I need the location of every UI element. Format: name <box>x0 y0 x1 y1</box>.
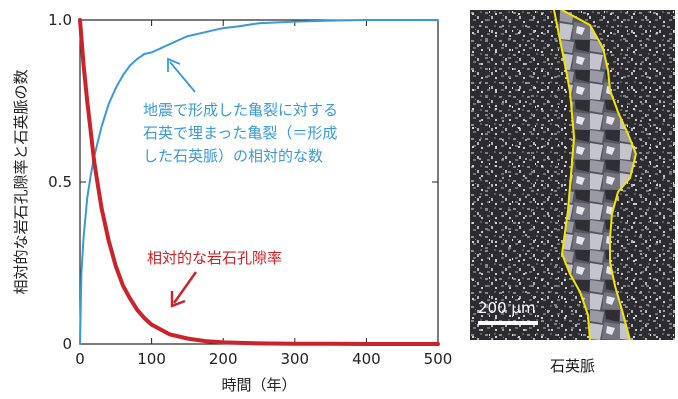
scale-bar-label: 200 µm <box>478 299 536 317</box>
photo-caption: 石英脈 <box>549 357 595 375</box>
x-axis-label: 時間（年） <box>221 376 296 394</box>
micrograph-image: 200 µm <box>470 10 675 340</box>
x-tick-label: 200 <box>209 350 238 368</box>
quartz-vein-fraction-line <box>79 19 439 345</box>
quartz-vein-micrograph: 200 µm <box>470 10 675 340</box>
x-tick-label: 300 <box>280 350 309 368</box>
y-axis-label: 相対的な岩石孔隙率と石英脈の数 <box>12 69 30 294</box>
relative-porosity-line <box>78 18 440 346</box>
blue-annotation-line: 地震で形成した亀裂に対する <box>143 101 338 119</box>
vein-outline-left <box>553 10 591 340</box>
scale-bar <box>478 321 538 325</box>
blue-annotation-line: 石英で埋まった亀裂（＝形成 <box>143 124 337 142</box>
y-tick-label: 0 <box>62 335 72 353</box>
x-tick-label: 0 <box>75 350 85 368</box>
red-arrow-head <box>170 291 186 308</box>
red-annotation-arrow <box>173 271 197 304</box>
plot-frame <box>79 19 439 345</box>
x-tick-label: 400 <box>352 350 381 368</box>
red-annotation: 相対的な岩石孔隙率 <box>147 249 282 267</box>
vein-fill <box>554 10 636 340</box>
chart: 0 100 200 300 400 500 0 0.5 1.0 時間（年） 相対的な岩石孔隙率と石英… <box>12 11 453 394</box>
blue-annotation-arrow <box>169 61 196 93</box>
x-tick-label: 500 <box>424 350 453 368</box>
vein-outline-right <box>561 10 638 340</box>
blue-arrow-head <box>167 57 181 72</box>
blue-annotation-line: した石英脈）の相対的な数 <box>143 147 323 165</box>
y-tick-label: 1.0 <box>48 11 72 29</box>
x-tick-label: 100 <box>137 350 166 368</box>
y-tick-label: 0.5 <box>48 173 72 191</box>
